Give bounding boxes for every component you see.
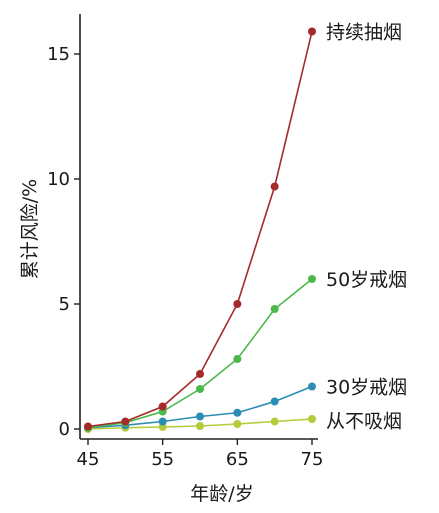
data-point — [308, 415, 316, 423]
data-point — [196, 422, 204, 430]
series-label: 50岁戒烟 — [326, 269, 407, 291]
series-0: 持续抽烟 — [84, 22, 402, 431]
y-tick-label: 5 — [59, 294, 70, 315]
data-point — [233, 355, 242, 363]
axes: 0 5 10 15 45 55 65 75 — [47, 14, 323, 470]
data-point — [158, 417, 167, 426]
y-tick-label: 0 — [59, 419, 70, 440]
data-point — [158, 402, 167, 411]
series-layer: 从不吸烟 30岁戒烟 50岁戒烟 持续抽烟 — [84, 22, 407, 433]
data-point — [121, 417, 130, 426]
data-point — [270, 182, 279, 191]
data-point — [233, 408, 242, 417]
series-line — [87, 278, 313, 429]
y-axis-title: 累计风险/% — [19, 179, 41, 279]
data-point — [158, 423, 167, 431]
data-point — [233, 300, 242, 308]
data-point — [233, 420, 242, 428]
data-point — [270, 417, 279, 426]
data-point — [308, 275, 316, 283]
x-axis-title: 年龄/岁 — [190, 483, 253, 505]
data-point — [270, 305, 279, 313]
y-tick-label: 15 — [47, 44, 70, 65]
series-label: 30岁戒烟 — [326, 377, 407, 399]
data-point — [84, 422, 92, 431]
x-tick-label: 55 — [151, 449, 174, 470]
y-tick-label: 10 — [47, 169, 70, 190]
x-tick-label: 45 — [77, 449, 100, 470]
series-line — [87, 31, 313, 428]
data-point — [308, 27, 316, 36]
data-point — [308, 382, 316, 391]
data-point — [270, 397, 279, 406]
data-point — [196, 385, 204, 393]
x-tick-label: 65 — [226, 449, 249, 470]
data-point — [196, 412, 204, 421]
x-tick-label: 75 — [301, 449, 324, 470]
series-3: 从不吸烟 — [84, 411, 402, 433]
series-label: 从不吸烟 — [326, 411, 402, 433]
data-point — [196, 370, 204, 378]
series-1: 50岁戒烟 — [84, 269, 407, 432]
series-label: 持续抽烟 — [326, 22, 402, 44]
